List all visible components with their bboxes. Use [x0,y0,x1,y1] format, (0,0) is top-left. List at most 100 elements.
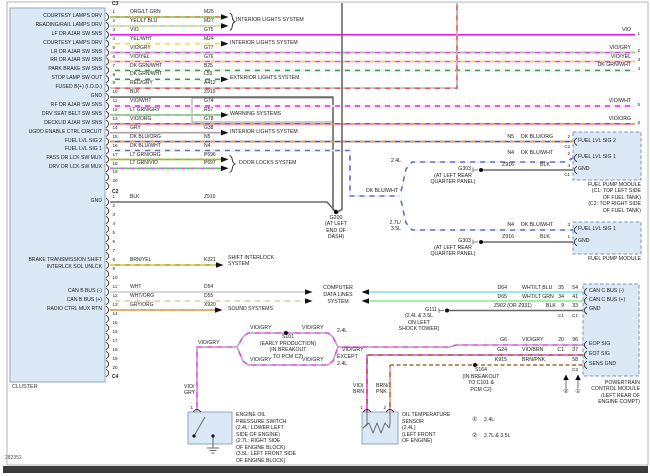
pin-number: 8 [112,71,116,77]
diagram-label: (2.4L: LOWER LEFT [236,425,284,431]
circuit-label: Z910 [204,89,216,96]
pin-number: 20 [112,365,118,371]
diagram-label: QUARTER PANEL) [430,251,476,258]
diagram-label: 1 [190,404,193,410]
fuel-pump-module-1-box [572,131,642,181]
footnote-1: ① [472,416,478,423]
diagram-label: 2.7L & 3.5L [484,433,511,440]
circuit-label: X920 [204,302,216,309]
pin-number: 10 [112,275,118,281]
system-data-lines-3: SYSTEM [327,298,349,305]
flow-arrow [221,14,229,20]
diagram-label: (EARLY PRODUCTION) [259,340,317,347]
diagram-label: G6 [500,337,507,344]
oil-temperature-sensor-box [361,411,399,445]
system-shift-interlock-2: SYSTEM [228,261,250,268]
wire-color-label: DK GRN/WHT [130,71,163,78]
pin-number: 8 [112,257,116,263]
wire-n4-27l-stripe [399,195,573,231]
wire-color-label: GRY [130,124,141,131]
pin-number: 13 [112,116,118,121]
diagram-label: (LEFT REAR OF [601,392,640,399]
pin-number: 20 [112,178,118,184]
pin-label: RADIO CTRL MUX RTN [46,305,102,312]
diagram-label: TO C101 & [468,380,494,387]
pin-arc [105,137,110,146]
diagram-label: 2.4L [337,360,348,367]
pin-label: READING/RAIL LAMPS DRV [35,21,102,28]
circuit-label: K321 [204,257,216,264]
pin-arc [362,408,372,413]
circuit-label: G78 [204,115,214,122]
pin-number: 19 [112,356,118,362]
pin-arc [105,30,110,39]
diagram-label: PCM C2) [470,386,492,393]
pin-arc [105,323,110,333]
diagram-label: VIO/WHT [608,98,631,104]
ground-g200-label: G200 [329,214,343,221]
pin-label: PARK BRAKE SW SNS [48,66,102,73]
pin-number: 12 [112,293,118,299]
diagram-label: VIO/GRY [342,347,364,354]
pin-number: 15 [112,320,118,326]
circuit-label: D54 [204,284,214,291]
diagram-label: D64 [497,284,507,291]
diagram-label: OF FUEL TANK) [602,194,641,201]
pin-number: 16 [112,142,118,148]
pin-label: INTERLCK SOL UNLCK [46,264,102,271]
circuit-label: N5 [204,133,211,140]
pin-number: 6 [112,239,116,245]
pin-arc [105,92,110,102]
pin-label: GND [90,93,102,99]
pin-label: LR DR AJAR SW SNS [51,48,102,55]
diagram-label: CONTROL MODULE [591,386,640,392]
splice-s101-dot [284,331,288,335]
diagram-label: PNK [376,389,387,396]
circuit-label: D55 [204,293,214,300]
switch-contact [193,416,206,437]
flow-arrow [215,307,223,313]
cluster-caption: CLUSTER [12,384,38,390]
splice-s101-label: S101 [281,334,295,341]
diagram-label: VIO/ [353,382,364,389]
diagram-label: (2.7L: RIGHT SIDE [236,438,281,444]
diagram-label: FUEL LVL SIG 1 [578,225,616,232]
pin-label: COURTESY LAMPS DRV [43,12,102,19]
wire-color-label: VIO/YEL [130,53,150,60]
flow-arrow [221,156,229,163]
pin-number: 5 [112,44,116,50]
pin-arc [105,39,110,48]
system-interior-lights-2: INTERIOR LIGHTS SYSTEM [230,39,298,46]
pin-number: 17 [112,151,118,157]
wire-color-label: LT GRN/ORG [130,151,161,158]
diagram-label: 2.4L [484,417,495,424]
diagram-label: DK BLU/WHT [521,221,553,228]
circuit-label: P696 [204,151,216,158]
diagram-label: 1 [567,234,570,240]
pin-number: 15 [112,133,118,139]
pin-arc [105,269,110,279]
wire-color-label: LT GRN/GRY [130,107,161,113]
circuit-label: M25 [204,9,214,16]
diagram-label: 37 [572,347,578,354]
diagram-label: VIO [622,26,631,33]
pin-arc [573,225,578,235]
diagram-label: 34 [558,293,564,300]
pin-arc [583,306,588,315]
diagram-label: BRN/PNK [522,357,546,364]
wire-color-label: WHT/ORG [130,293,155,300]
flow-arrow [575,374,581,380]
diagram-label: Z916 [502,233,514,240]
pin-arc [105,66,110,75]
circuit-label: G77 [204,44,214,51]
diagram-label: OF ENGINE) [402,438,433,444]
diagram-label: WHT/LT GRN [522,293,554,300]
diagram-label: VIO/ [184,383,195,390]
diagram-label: K915 [494,357,507,364]
diagram-label: EOP SIG [589,340,611,347]
pin-number: 18 [112,160,118,166]
diagram-label: VIO/GRY [250,357,272,364]
pin-number: 5 [112,230,116,236]
ground-g111-label: G111 [425,306,437,313]
pin-arc [105,164,110,173]
